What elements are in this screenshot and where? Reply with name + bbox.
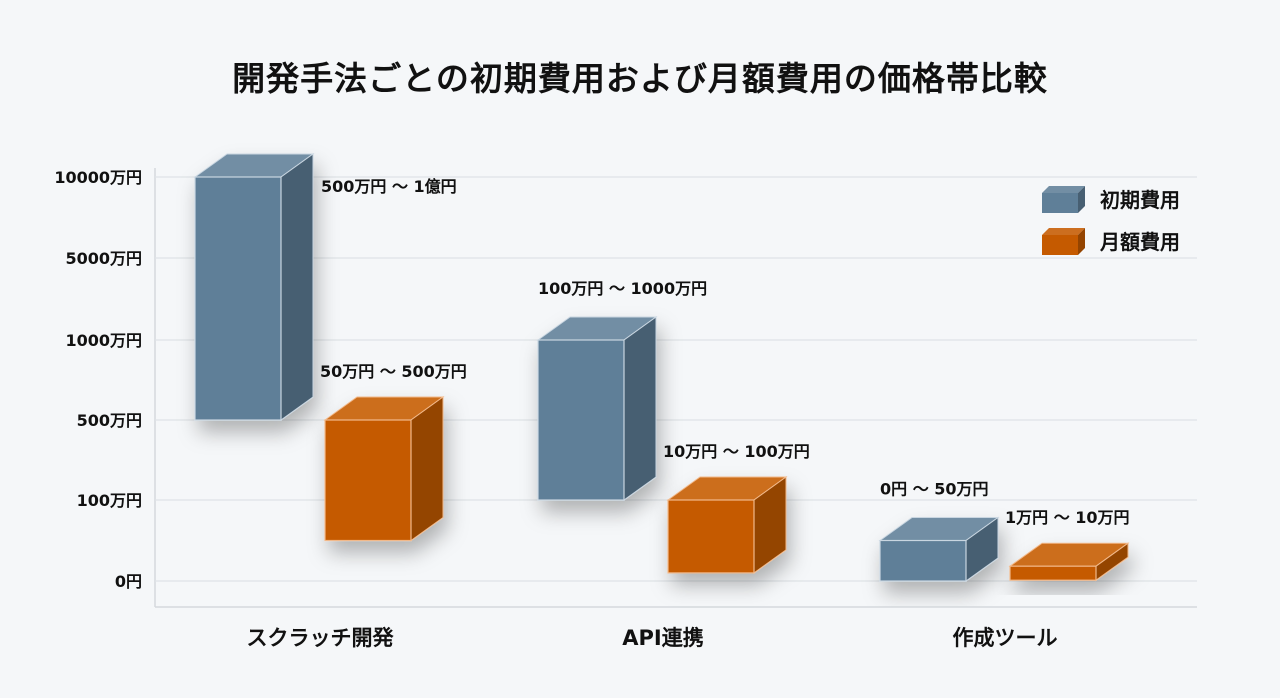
data-label: 0円 ～ 50万円 bbox=[880, 480, 989, 499]
y-tick-label: 10000万円 bbox=[54, 168, 142, 187]
legend-swatch-1 bbox=[1042, 228, 1085, 255]
bar-front-face bbox=[537, 339, 625, 501]
legend-label: 月額費用 bbox=[1099, 230, 1180, 254]
x-tick-label: スクラッチ開発 bbox=[247, 626, 395, 650]
y-tick-label: 500万円 bbox=[77, 411, 142, 430]
bar-front-face bbox=[194, 176, 282, 421]
y-tick-label: 100万円 bbox=[77, 491, 142, 510]
bar-monthly-0 bbox=[323, 396, 445, 542]
legend-label: 初期費用 bbox=[1100, 188, 1180, 212]
bar-side-face bbox=[410, 396, 444, 542]
data-label: 50万円 ～ 500万円 bbox=[320, 362, 467, 381]
bar-initial-2 bbox=[878, 516, 1000, 582]
data-label: 500万円 ～ 1億円 bbox=[321, 177, 457, 196]
x-tick-label: 作成ツール bbox=[953, 626, 1058, 650]
bar-side-face bbox=[623, 316, 657, 501]
bar-front-face bbox=[879, 539, 967, 582]
chart-title: 開発手法ごとの初期費用および月額費用の価格帯比較 bbox=[232, 59, 1048, 98]
bar-monthly-2 bbox=[1008, 542, 1130, 582]
y-tick-label: 5000万円 bbox=[65, 249, 142, 268]
bar-monthly-1 bbox=[666, 476, 788, 574]
bar-front-face bbox=[324, 419, 412, 542]
bar-initial-0 bbox=[193, 153, 315, 421]
bar-side-face bbox=[280, 153, 314, 421]
bar-front-face bbox=[667, 499, 755, 574]
bar-initial-1 bbox=[536, 316, 658, 501]
bar-front-face bbox=[1009, 565, 1097, 581]
y-tick-label: 0円 bbox=[115, 572, 142, 591]
data-label: 100万円 ～ 1000万円 bbox=[538, 279, 707, 298]
legend-swatch-0 bbox=[1042, 186, 1085, 213]
y-tick-label: 1000万円 bbox=[65, 331, 142, 350]
data-label: 10万円 ～ 100万円 bbox=[663, 442, 810, 461]
data-label: 1万円 ～ 10万円 bbox=[1005, 508, 1130, 527]
x-tick-label: API連携 bbox=[622, 626, 703, 650]
